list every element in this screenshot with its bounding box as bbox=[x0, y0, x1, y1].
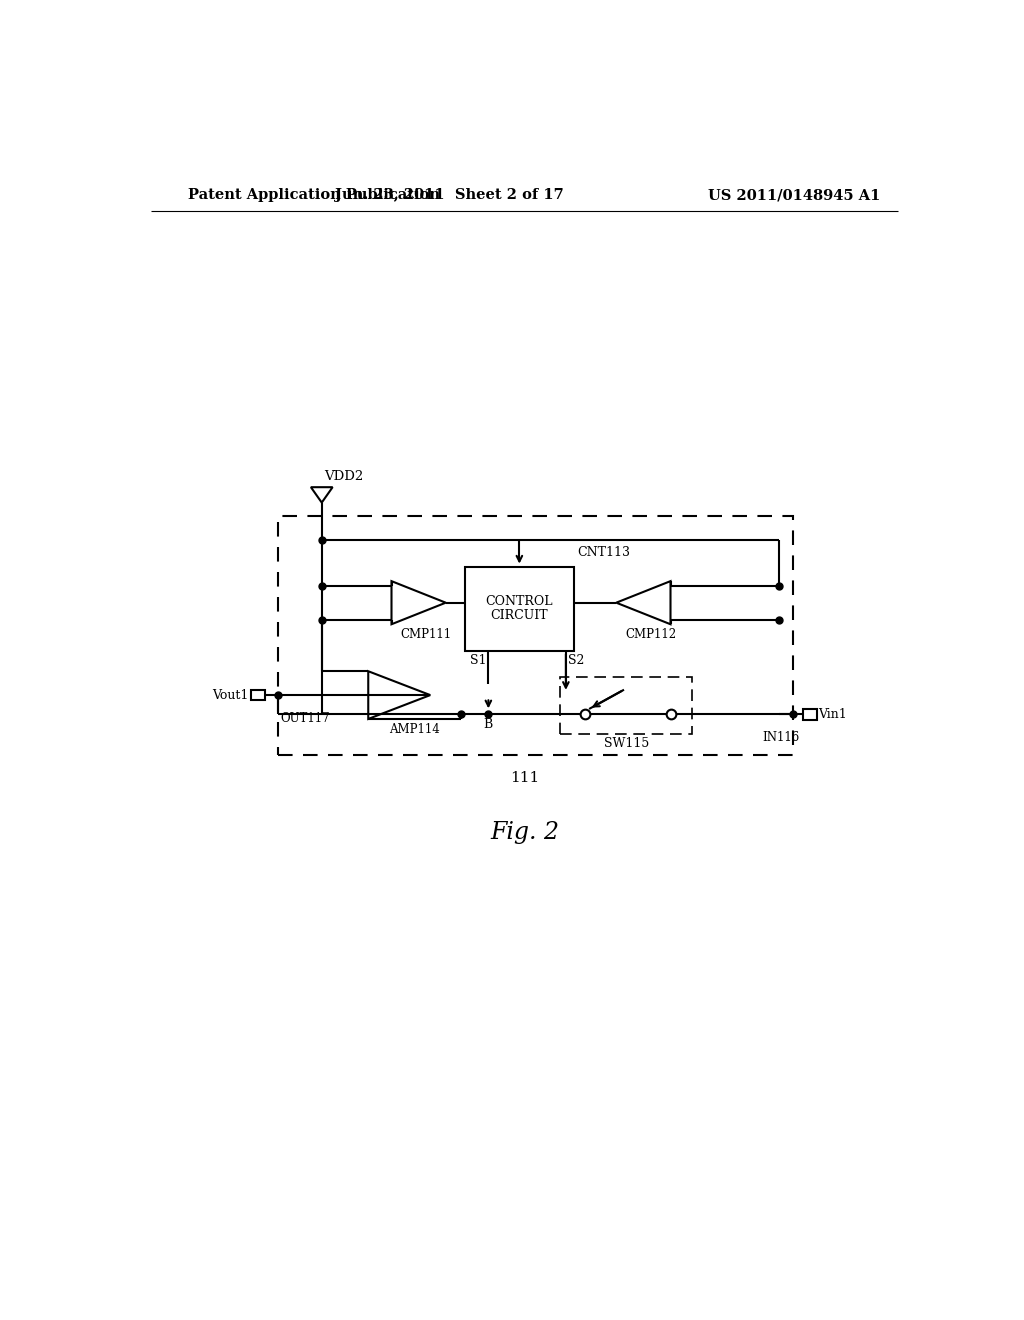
Text: Vin1: Vin1 bbox=[818, 708, 847, 721]
Text: S2: S2 bbox=[568, 653, 585, 667]
Text: B: B bbox=[483, 718, 493, 731]
Text: VDD2: VDD2 bbox=[324, 470, 364, 483]
Polygon shape bbox=[369, 671, 430, 719]
Text: S1: S1 bbox=[470, 653, 486, 667]
Text: 111: 111 bbox=[510, 771, 540, 784]
Polygon shape bbox=[465, 566, 573, 651]
Text: Fig. 2: Fig. 2 bbox=[490, 821, 559, 843]
Text: Vout1: Vout1 bbox=[213, 689, 249, 702]
Text: CMP112: CMP112 bbox=[626, 628, 677, 642]
Text: OUT117: OUT117 bbox=[280, 711, 330, 725]
Polygon shape bbox=[391, 581, 445, 624]
Bar bbox=[803, 709, 817, 719]
Text: CNT113: CNT113 bbox=[578, 545, 631, 558]
Text: Patent Application Publication: Patent Application Publication bbox=[188, 189, 440, 202]
Text: US 2011/0148945 A1: US 2011/0148945 A1 bbox=[709, 189, 881, 202]
Text: SW115: SW115 bbox=[604, 738, 649, 751]
Bar bbox=[251, 689, 265, 701]
Polygon shape bbox=[616, 581, 671, 624]
Text: IN116: IN116 bbox=[762, 731, 799, 744]
Text: Jun. 23, 2011  Sheet 2 of 17: Jun. 23, 2011 Sheet 2 of 17 bbox=[335, 189, 564, 202]
Text: AMP114: AMP114 bbox=[389, 723, 440, 735]
Text: CMP111: CMP111 bbox=[400, 628, 452, 642]
Text: CIRCUIT: CIRCUIT bbox=[490, 610, 548, 622]
Text: CONTROL: CONTROL bbox=[485, 595, 553, 609]
